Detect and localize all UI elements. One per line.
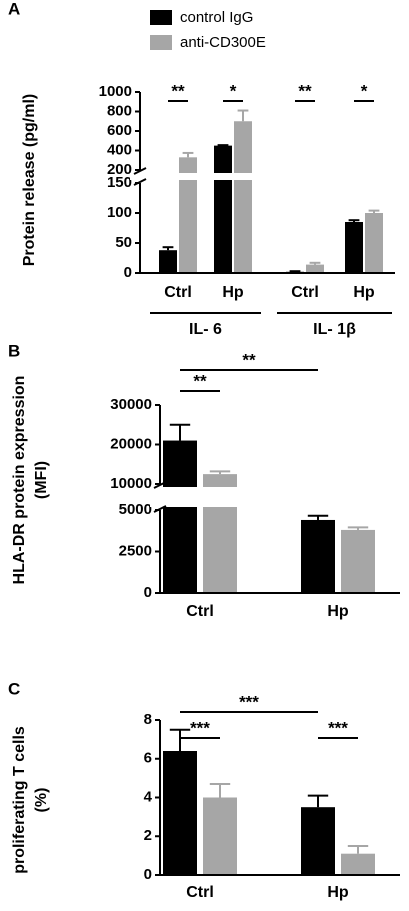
y-tick-label: 10000 [110,475,152,492]
x-tick-label: Hp [327,603,349,620]
axis-break-gap [130,173,395,180]
y-axis-label: (MFI) [33,461,50,499]
break-mark [133,178,147,186]
bar [163,751,197,875]
y-tick-label: 1000 [99,83,132,100]
y-axis-label: HLA-DR protein expression [11,376,28,585]
bar [214,145,232,273]
significance-label: ** [242,350,256,369]
y-tick-label: 5000 [119,501,152,518]
y-tick-label: 150 [107,174,132,191]
y-tick-label: 20000 [110,435,152,452]
error-bar [169,423,191,441]
bar [301,807,335,875]
y-tick-label: 2500 [119,542,152,559]
legend-label: anti-CD300E [180,34,266,51]
y-tick-label: 800 [107,102,132,119]
x-tick-label: Ctrl [186,884,214,901]
significance-label: * [361,81,368,100]
y-axis-label: Protein release (pg/ml) [21,94,38,267]
legend-swatch [150,35,172,50]
error-bar [347,526,369,530]
bar [345,222,363,273]
y-tick-label: 50 [115,234,132,251]
significance-label: ** [298,81,312,100]
panel-letter: B [8,341,20,360]
y-tick-label: 2 [144,827,152,844]
error-bar [307,794,329,808]
x-tick-label: Ctrl [291,284,319,301]
bar [341,853,375,875]
x-tick-label: Hp [222,284,244,301]
y-tick-label: 0 [124,264,132,281]
y-tick-label: 30000 [110,396,152,413]
y-tick-label: 0 [144,584,152,601]
x-tick-label: Ctrl [186,603,214,620]
significance-label: ** [193,371,207,390]
axis-break-gap [150,487,400,507]
error-bar [309,261,321,265]
bar [179,157,197,273]
error-bar [307,514,329,520]
bar [365,213,383,273]
group-label: IL- 6 [189,321,222,338]
error-bar [162,246,174,251]
break-mark [153,481,167,489]
x-tick-label: Hp [327,884,349,901]
significance-label: *** [190,718,210,737]
y-tick-label: 100 [107,204,132,221]
y-tick-label: 400 [107,141,132,158]
bar [234,121,252,273]
x-tick-label: Ctrl [164,284,192,301]
y-tick-label: 4 [144,788,153,805]
bar [203,797,237,875]
significance-label: * [230,81,237,100]
error-bar [169,728,191,751]
panel-letter: C [8,679,20,698]
y-tick-label: 8 [144,711,152,728]
y-axis-label: (%) [33,788,50,813]
error-bar [209,782,231,798]
significance-label: *** [328,718,348,737]
significance-label: ** [171,81,185,100]
y-axis-label: proliferating T cells [11,726,28,874]
bar [306,264,324,273]
error-bar [182,151,194,158]
group-label: IL- 1β [313,321,356,338]
error-bar [348,219,360,222]
legend-label: control IgG [180,9,253,26]
error-bar [347,844,369,854]
error-bar [209,470,231,475]
break-mark [153,505,167,513]
y-tick-label: 600 [107,122,132,139]
y-tick-label: 200 [107,161,132,178]
bar [159,250,177,273]
break-mark [133,167,147,175]
legend-swatch [150,10,172,25]
y-tick-label: 6 [144,750,152,767]
panel-letter: A [8,0,20,18]
x-tick-label: Hp [353,284,375,301]
significance-label: *** [239,692,259,711]
bar [341,529,375,593]
bar [301,519,335,593]
error-bar [289,270,301,273]
bar [163,440,197,593]
error-bar [237,109,249,122]
y-tick-label: 0 [144,866,152,883]
error-bar [368,209,380,213]
